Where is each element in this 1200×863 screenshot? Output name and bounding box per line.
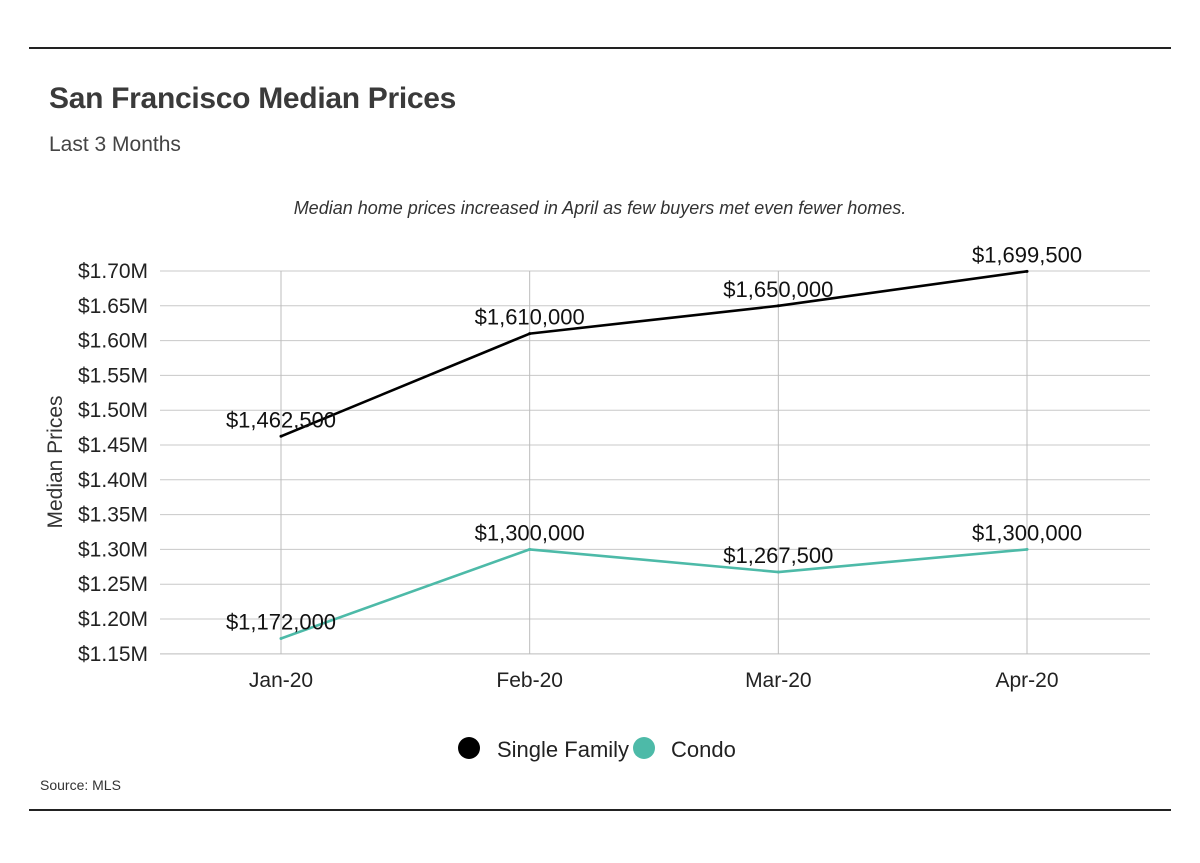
x-tick-label: Apr-20 bbox=[995, 669, 1058, 692]
legend-label: Condo bbox=[671, 737, 736, 762]
data-label: $1,172,000 bbox=[226, 609, 336, 634]
y-tick-label: $1.55M bbox=[78, 364, 148, 387]
data-label: $1,650,000 bbox=[723, 277, 833, 302]
data-label: $1,610,000 bbox=[475, 305, 585, 330]
data-point bbox=[528, 547, 532, 551]
series-line-single-family bbox=[280, 270, 1028, 438]
data-label: $1,300,000 bbox=[475, 520, 585, 545]
chart-title: San Francisco Median Prices bbox=[49, 82, 457, 115]
y-tick-label: $1.65M bbox=[78, 295, 148, 318]
y-tick-label: $1.50M bbox=[78, 399, 148, 422]
legend-marker bbox=[633, 737, 655, 759]
y-tick-label: $1.45M bbox=[78, 434, 148, 457]
y-tick-label: $1.60M bbox=[78, 330, 148, 353]
data-point bbox=[528, 332, 532, 336]
y-tick-label: $1.30M bbox=[78, 538, 148, 561]
data-point bbox=[279, 434, 283, 438]
data-point bbox=[1025, 269, 1029, 273]
data-point bbox=[776, 304, 780, 308]
chart-caption: Median home prices increased in April as… bbox=[294, 198, 907, 218]
y-axis-label: Median Prices bbox=[44, 395, 67, 528]
y-tick-label: $1.25M bbox=[78, 573, 148, 596]
source-note: Source: MLS bbox=[40, 777, 121, 793]
x-tick-label: Mar-20 bbox=[745, 669, 812, 692]
top-rule bbox=[29, 47, 1171, 49]
y-tick-label: $1.70M bbox=[78, 260, 148, 283]
legend-marker bbox=[458, 737, 480, 759]
y-tick-label: $1.40M bbox=[78, 469, 148, 492]
bottom-rule bbox=[29, 809, 1171, 811]
data-label: $1,300,000 bbox=[972, 520, 1082, 545]
data-label: $1,699,500 bbox=[972, 242, 1082, 267]
y-tick-label: $1.15M bbox=[78, 643, 148, 666]
chart-subtitle: Last 3 Months bbox=[49, 133, 181, 156]
series-line-condo bbox=[280, 548, 1028, 640]
data-point bbox=[776, 570, 780, 574]
y-tick-label: $1.35M bbox=[78, 504, 148, 527]
x-tick-label: Feb-20 bbox=[496, 669, 563, 692]
data-point bbox=[279, 636, 283, 640]
y-tick-label: $1.20M bbox=[78, 608, 148, 631]
data-label: $1,267,500 bbox=[723, 543, 833, 568]
data-label: $1,462,500 bbox=[226, 407, 336, 432]
x-tick-label: Jan-20 bbox=[249, 669, 313, 692]
data-point bbox=[1025, 547, 1029, 551]
legend-label: Single Family bbox=[497, 737, 629, 762]
